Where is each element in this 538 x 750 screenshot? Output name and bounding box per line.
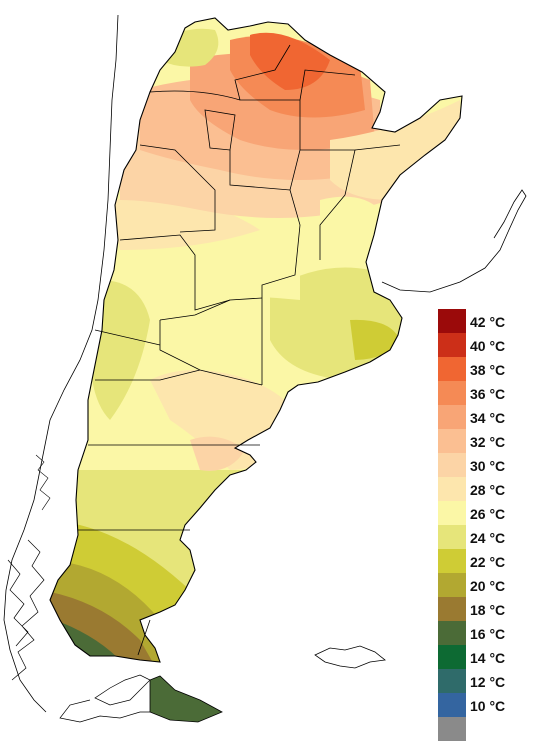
legend-entry: 38 °C bbox=[438, 357, 538, 381]
legend-entry: 32 °C bbox=[438, 429, 538, 453]
legend-entry: 34 °C bbox=[438, 405, 538, 429]
malvinas-islands bbox=[314, 645, 386, 669]
legend-entry: 24 °C bbox=[438, 525, 538, 549]
legend-swatch bbox=[438, 717, 466, 741]
legend-label: 34 °C bbox=[470, 410, 506, 426]
legend-entry: 16 °C bbox=[438, 621, 538, 645]
legend-swatch bbox=[438, 453, 466, 477]
legend-swatch bbox=[438, 309, 466, 333]
legend-swatch bbox=[438, 525, 466, 549]
legend-swatch bbox=[438, 357, 466, 381]
legend-swatch bbox=[438, 477, 466, 501]
tierra-del-fuego bbox=[59, 674, 223, 723]
legend-swatch bbox=[438, 429, 466, 453]
legend-swatch bbox=[438, 549, 466, 573]
legend-label: 22 °C bbox=[470, 554, 506, 570]
legend-swatch bbox=[438, 405, 466, 429]
legend-swatch bbox=[438, 333, 466, 357]
legend-swatch bbox=[438, 597, 466, 621]
legend-swatch bbox=[438, 693, 466, 717]
legend-label: 32 °C bbox=[470, 434, 506, 450]
temperature-legend: 42 °C 40 °C 38 °C 36 °C 34 °C 32 °C 30 °C 28 °C… bbox=[438, 309, 538, 741]
legend-swatch bbox=[438, 573, 466, 597]
legend-entry: 40 °C bbox=[438, 333, 538, 357]
legend-label: 36 °C bbox=[470, 386, 506, 402]
legend-entry: 30 °C bbox=[438, 453, 538, 477]
legend-label: 18 °C bbox=[470, 602, 506, 618]
legend-label: 40 °C bbox=[470, 338, 506, 354]
legend-swatch bbox=[438, 645, 466, 669]
legend-entry: 42 °C bbox=[438, 309, 538, 333]
chiloe-coast bbox=[35, 454, 51, 511]
legend-entry: 26 °C bbox=[438, 501, 538, 525]
legend-label: 38 °C bbox=[470, 362, 506, 378]
legend-label: 42 °C bbox=[470, 314, 506, 330]
legend-swatch bbox=[438, 501, 466, 525]
legend-entry: 22 °C bbox=[438, 549, 538, 573]
legend-label: 12 °C bbox=[470, 674, 506, 690]
legend-entry: 10 °C bbox=[438, 693, 538, 717]
legend-entry: 36 °C bbox=[438, 381, 538, 405]
chile-archipelago bbox=[7, 539, 45, 681]
legend-label: 24 °C bbox=[470, 530, 506, 546]
legend-entry: 20 °C bbox=[438, 573, 538, 597]
legend-label: 26 °C bbox=[470, 506, 506, 522]
legend-entry: 14 °C bbox=[438, 645, 538, 669]
legend-label: 20 °C bbox=[470, 578, 506, 594]
legend-entry: 18 °C bbox=[438, 597, 538, 621]
legend-entry: 12 °C bbox=[438, 669, 538, 693]
legend-label: 14 °C bbox=[470, 650, 506, 666]
legend-label: 10 °C bbox=[470, 698, 506, 714]
legend-swatch bbox=[438, 621, 466, 645]
legend-swatch bbox=[438, 669, 466, 693]
legend-swatch bbox=[438, 381, 466, 405]
argentina-outline bbox=[49, 17, 463, 663]
legend-entry: 28 °C bbox=[438, 477, 538, 501]
chile-border bbox=[3, 14, 119, 713]
legend-entry bbox=[438, 717, 538, 741]
uruguay-coast bbox=[381, 189, 527, 293]
legend-label: 30 °C bbox=[470, 458, 506, 474]
legend-label: 16 °C bbox=[470, 626, 506, 642]
legend-label: 28 °C bbox=[470, 482, 506, 498]
province-borders bbox=[78, 44, 401, 656]
